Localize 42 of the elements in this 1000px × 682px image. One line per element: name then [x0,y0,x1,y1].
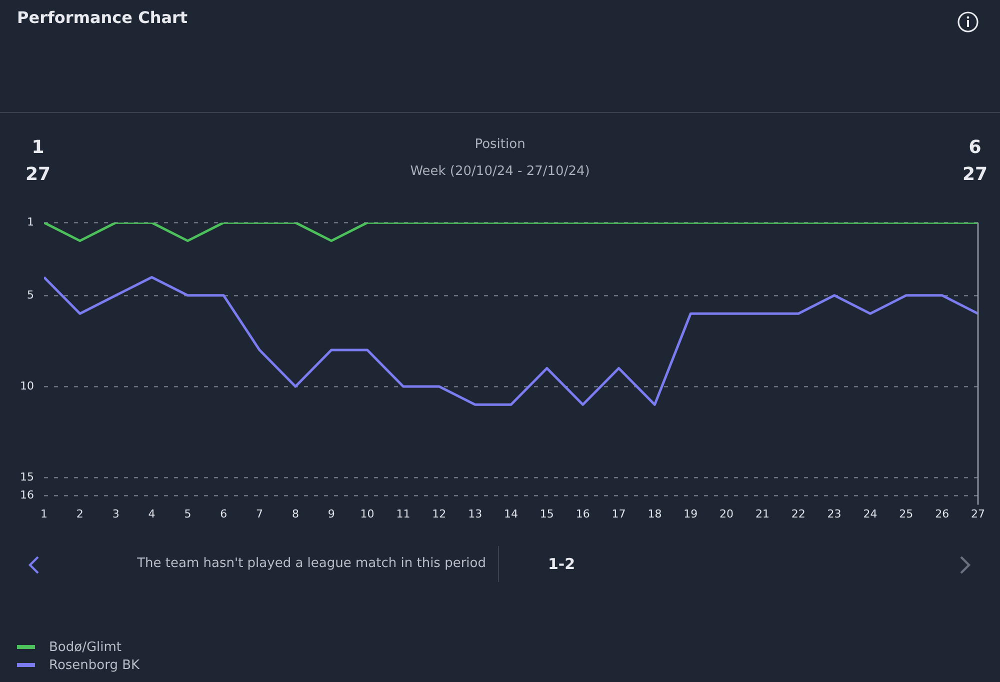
x-tick-label: 20 [720,507,734,520]
x-tick-label: 9 [328,507,335,520]
text: 27 [25,164,51,185]
x-tick-label: 7 [256,507,264,520]
x-tick-label: 21 [755,507,770,520]
text: 6 [968,137,982,158]
x-tick-label: 10 [360,507,374,520]
x-tick-label: 6 [220,507,228,520]
x-tick-label: 27 [971,507,985,520]
x-tick-label: 13 [468,507,482,520]
x-axis-title: Week (20/10/24 - 27/10/24) [410,164,590,179]
text: The team hasn't played a league match in this period [137,556,486,571]
x-tick-label: 16 [576,507,590,520]
y-tick-label: 10 [20,379,34,392]
x-tick-label: 4 [148,507,156,520]
legend-label: Rosenborg BK [49,658,140,672]
x-tick-label: 11 [396,507,410,520]
x-tick-label: 24 [863,507,878,520]
y-tick-label: 5 [26,288,34,302]
x-tick-label: 8 [292,507,299,520]
x-tick-label: 3 [112,507,120,520]
x-tick-label: 1 [40,507,48,520]
text: 27 [962,164,988,185]
x-tick-label: 5 [184,507,192,520]
x-tick-label: 25 [899,507,914,520]
legend-label: Bodø/Glimt [49,640,122,654]
x-tick-label: 23 [827,507,842,520]
x-tick-label: 19 [684,507,698,520]
x-tick-label: 22 [791,507,806,520]
chart-title: Performance Chart [17,8,188,27]
x-tick-label: 26 [935,507,950,520]
y-tick-label: 1 [26,215,34,228]
x-tick-label: 15 [540,507,554,520]
text: 1-2 [548,555,576,573]
x-tick-label: 2 [76,507,84,520]
x-tick-label: 12 [432,507,446,520]
y-axis-title: Position [474,137,526,152]
x-tick-label: 17 [612,507,626,520]
y-tick-label: 16 [20,488,34,502]
x-tick-label: 14 [504,507,518,520]
x-tick-label: 18 [648,507,662,520]
y-tick-label: 15 [20,470,34,484]
